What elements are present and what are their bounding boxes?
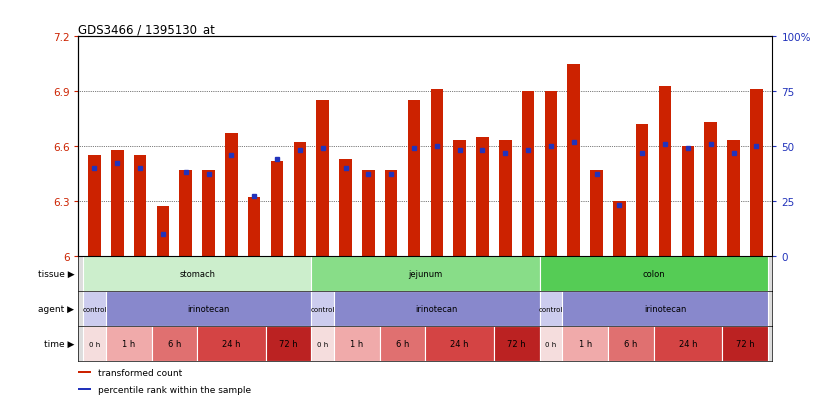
Text: control: control — [311, 306, 335, 312]
Bar — [134, 156, 146, 256]
Bar — [408, 101, 420, 256]
Bar — [727, 141, 740, 256]
Bar — [78, 388, 91, 390]
Bar — [499, 141, 511, 256]
Bar — [83, 291, 106, 326]
Bar — [591, 170, 603, 256]
Text: transformed count: transformed count — [98, 368, 183, 377]
Bar — [225, 134, 238, 256]
Text: 24 h: 24 h — [222, 339, 240, 349]
Text: GDS3466 / 1395130_at: GDS3466 / 1395130_at — [78, 23, 216, 36]
Bar — [750, 90, 762, 256]
Bar — [539, 256, 767, 291]
Bar — [544, 92, 558, 256]
Bar — [271, 161, 283, 256]
Bar — [494, 326, 539, 361]
Text: 1 h: 1 h — [578, 339, 591, 349]
Text: 6 h: 6 h — [168, 339, 181, 349]
Bar — [334, 326, 380, 361]
Bar — [311, 326, 334, 361]
Bar — [722, 326, 767, 361]
Bar — [522, 92, 534, 256]
Bar — [339, 159, 352, 256]
Text: 1 h: 1 h — [350, 339, 363, 349]
Text: 72 h: 72 h — [736, 339, 754, 349]
Text: percentile rank within the sample: percentile rank within the sample — [98, 385, 251, 394]
Text: 72 h: 72 h — [279, 339, 297, 349]
Bar — [380, 326, 425, 361]
Text: time ▶: time ▶ — [44, 339, 74, 349]
Bar — [83, 256, 311, 291]
Text: 72 h: 72 h — [507, 339, 526, 349]
Text: 6 h: 6 h — [624, 339, 638, 349]
Text: 6 h: 6 h — [396, 339, 409, 349]
Text: irinotecan: irinotecan — [188, 304, 230, 313]
Bar — [106, 291, 311, 326]
Text: control: control — [83, 306, 107, 312]
Text: colon: colon — [643, 269, 665, 278]
Bar — [608, 326, 653, 361]
Text: jejunum: jejunum — [408, 269, 443, 278]
Bar — [316, 101, 329, 256]
Bar — [681, 147, 694, 256]
Bar — [106, 326, 151, 361]
Bar — [111, 150, 124, 256]
Text: 24 h: 24 h — [679, 339, 697, 349]
Bar — [83, 326, 106, 361]
Text: irinotecan: irinotecan — [415, 304, 458, 313]
Bar — [563, 291, 767, 326]
Bar — [539, 291, 563, 326]
Bar — [362, 170, 375, 256]
Text: 1 h: 1 h — [122, 339, 135, 349]
Bar — [78, 371, 91, 373]
Bar — [197, 326, 266, 361]
Bar — [613, 201, 625, 256]
Bar — [88, 156, 101, 256]
Text: stomach: stomach — [179, 269, 215, 278]
Bar — [334, 291, 539, 326]
Text: 0 h: 0 h — [89, 341, 100, 347]
Bar — [567, 64, 580, 256]
Text: agent ▶: agent ▶ — [38, 304, 74, 313]
Bar — [266, 326, 311, 361]
Text: 0 h: 0 h — [317, 341, 328, 347]
Bar — [385, 170, 397, 256]
Bar — [453, 141, 466, 256]
Text: control: control — [539, 306, 563, 312]
Bar — [425, 326, 494, 361]
Bar — [311, 256, 539, 291]
Text: tissue ▶: tissue ▶ — [38, 269, 74, 278]
Bar — [179, 170, 192, 256]
Text: 24 h: 24 h — [450, 339, 469, 349]
Bar — [476, 138, 489, 256]
Text: irinotecan: irinotecan — [643, 304, 686, 313]
Bar — [430, 90, 443, 256]
Bar — [636, 125, 648, 256]
Text: 0 h: 0 h — [545, 341, 557, 347]
Bar — [659, 86, 672, 256]
Bar — [202, 170, 215, 256]
Bar — [539, 326, 563, 361]
Bar — [311, 291, 334, 326]
Bar — [157, 207, 169, 256]
Bar — [653, 326, 722, 361]
Bar — [248, 198, 260, 256]
Bar — [705, 123, 717, 256]
Bar — [563, 326, 608, 361]
Bar — [293, 143, 306, 256]
Bar — [151, 326, 197, 361]
